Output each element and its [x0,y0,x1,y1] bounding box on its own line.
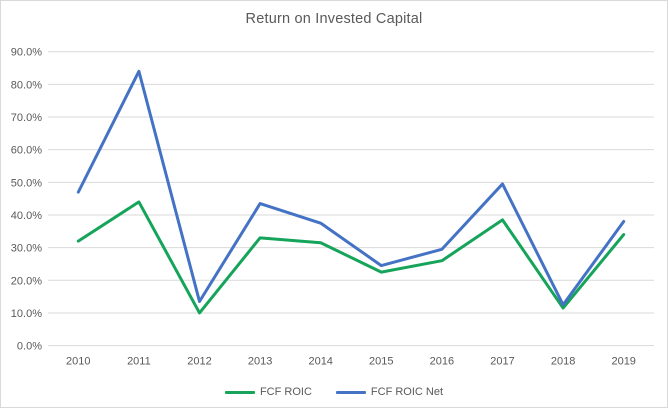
y-axis-tick-label: 90.0% [11,47,42,59]
legend-line-swatch [224,390,255,394]
chart-title: Return on Invested Capital [245,11,423,27]
y-axis-tick-label: 0.0% [17,341,42,353]
series-line-fcf-roic-net [76,69,626,307]
x-axis-tick-label: 2013 [248,356,272,368]
legend-line-swatch [335,390,366,394]
y-axis-tick-label: 20.0% [11,275,42,287]
y-axis-tick-label: 10.0% [11,308,42,320]
x-axis-tick-label: 2019 [611,356,635,368]
y-axis-tick-label: 60.0% [11,145,42,157]
chart-legend: FCF ROIC FCF ROIC Net [1,386,667,398]
x-axis-tick-label: 2014 [308,356,332,368]
x-axis-tick-label: 2018 [551,356,575,368]
legend-item-fcf-roic: FCF ROIC [224,386,312,398]
x-axis-tick-label: 2015 [369,356,393,368]
y-axis-tick-label: 40.0% [11,210,42,222]
y-axis-tick-label: 70.0% [11,112,42,124]
y-axis-tick-label: 30.0% [11,243,42,255]
x-axis-tick-label: 2010 [66,356,90,368]
x-axis-tick-label: 2012 [187,356,211,368]
series-line-fcf-roic [76,200,626,315]
y-axis-tick-label: 50.0% [11,177,42,189]
legend-label: FCF ROIC [259,386,312,398]
y-axis-tick-label: 80.0% [11,79,42,91]
legend-label: FCF ROIC Net [370,386,444,398]
legend-item-fcf-roic-net: FCF ROIC Net [335,386,444,398]
x-axis-tick-label: 2016 [430,356,454,368]
x-axis-tick-label: 2017 [490,356,514,368]
x-axis-tick-label: 2011 [127,356,151,368]
